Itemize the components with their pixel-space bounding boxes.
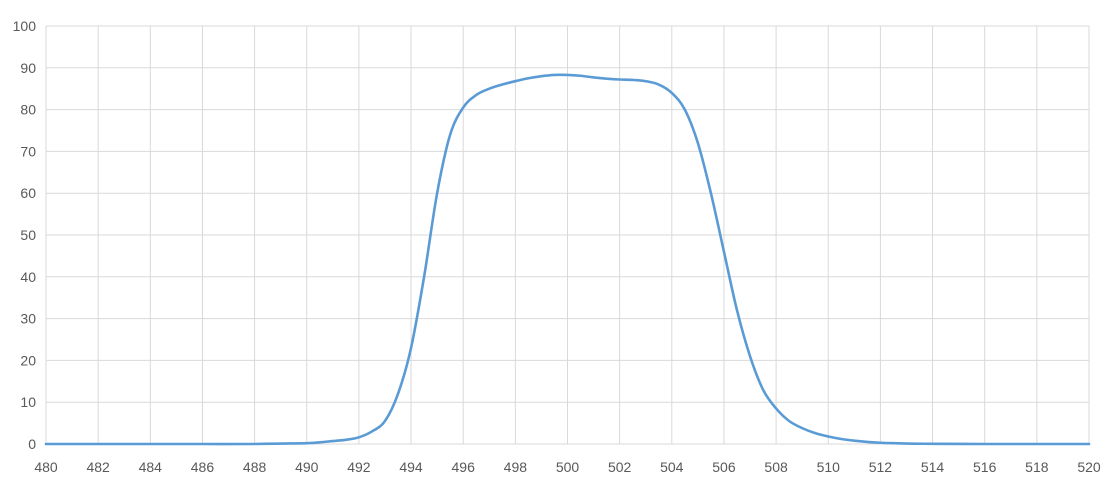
y-tick-label: 60 [20,185,36,201]
grid-lines [45,25,1090,445]
x-tick-label: 496 [452,459,476,475]
y-tick-label: 90 [20,60,36,76]
x-tick-label: 510 [817,459,841,475]
x-tick-label: 506 [712,459,736,475]
x-tick-label: 520 [1077,459,1101,475]
y-axis-tick-labels: 0 10 20 30 40 50 60 70 80 90 100 [13,18,37,452]
x-tick-label: 480 [34,459,58,475]
y-tick-label: 80 [20,102,36,118]
series-layer [44,73,1091,446]
x-tick-label: 494 [399,459,423,475]
y-tick-label: 20 [20,352,36,368]
x-tick-label: 502 [608,459,632,475]
x-tick-label: 516 [973,459,997,475]
x-tick-label: 498 [504,459,528,475]
y-tick-label: 70 [20,143,36,159]
x-tick-label: 512 [869,459,893,475]
x-tick-label: 514 [921,459,945,475]
y-tick-label: 100 [13,18,37,34]
x-tick-label: 508 [764,459,788,475]
x-tick-label: 492 [347,459,371,475]
x-tick-label: 484 [139,459,163,475]
y-tick-label: 40 [20,269,36,285]
y-tick-label: 50 [20,227,36,243]
x-tick-label: 482 [86,459,110,475]
x-axis-tick-labels: 480 482 484 486 488 490 492 494 496 498 500 502 504 5… [34,459,1101,475]
transmission-series-line [44,73,1091,446]
x-tick-label: 500 [556,459,580,475]
x-tick-label: 488 [243,459,267,475]
x-tick-label: 518 [1025,459,1049,475]
x-tick-label: 486 [191,459,215,475]
y-tick-label: 0 [28,436,36,452]
x-tick-label: 490 [295,459,319,475]
y-tick-label: 10 [20,394,36,410]
y-tick-label: 30 [20,311,36,327]
x-tick-label: 504 [660,459,684,475]
